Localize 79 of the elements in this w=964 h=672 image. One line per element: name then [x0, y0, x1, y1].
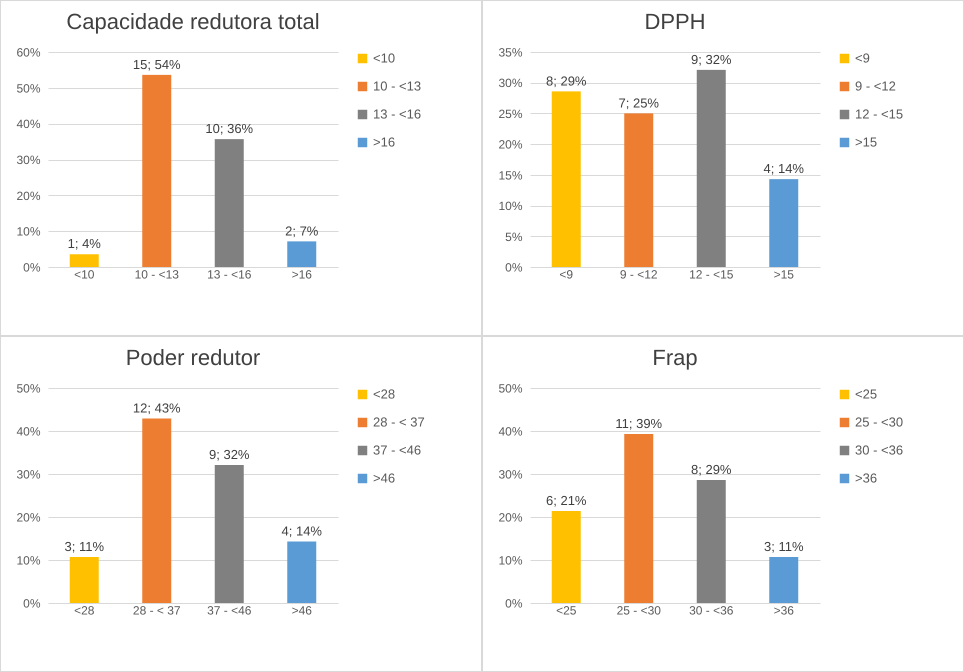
- x-tick-label: >36: [774, 604, 794, 618]
- legend-label: >36: [855, 470, 878, 486]
- legend-label: >16: [373, 134, 396, 150]
- data-label: 12; 43%: [132, 400, 182, 416]
- y-tick-label: 50%: [16, 81, 41, 96]
- x-tick-label: 30 - <36: [689, 604, 734, 618]
- chart-title: Frap: [652, 345, 698, 370]
- y-tick-label: 30%: [16, 153, 41, 167]
- legend-label: <10: [373, 50, 396, 66]
- x-tick-label: >15: [774, 268, 794, 282]
- y-tick-label: 40%: [498, 424, 523, 438]
- y-tick-label: 50%: [16, 382, 41, 396]
- data-label: 15; 54%: [132, 56, 182, 72]
- x-tick-label: 28 - < 37: [132, 604, 181, 618]
- y-tick-label: 30%: [16, 468, 41, 482]
- chart-title: DPPH: [644, 9, 706, 34]
- y-tick-label: 20%: [16, 510, 41, 524]
- x-tick-label: 37 - <46: [207, 604, 252, 618]
- legend-label: 30 - <36: [855, 442, 904, 458]
- data-label: 4; 14%: [282, 524, 322, 539]
- y-tick-label: 20%: [16, 188, 41, 203]
- legend-label: 9 - <12: [855, 78, 896, 94]
- y-tick-label: 40%: [16, 424, 41, 438]
- data-label: 8; 29%: [691, 462, 732, 478]
- legend-label: 13 - <16: [373, 106, 422, 122]
- y-tick-label: 10%: [16, 554, 41, 568]
- data-label: 6; 21%: [546, 492, 587, 508]
- x-tick-label: <28: [74, 604, 95, 618]
- legend-label: >46: [373, 470, 396, 486]
- chart-title: Poder redutor: [126, 345, 260, 370]
- y-tick-label: 0%: [505, 260, 523, 274]
- x-tick-label: 10 - <13: [134, 268, 180, 282]
- data-label: 2; 7%: [285, 223, 319, 238]
- legend-label: <25: [855, 386, 878, 402]
- y-tick-label: 10%: [498, 199, 523, 214]
- x-tick-label: 12 - <15: [689, 268, 734, 282]
- x-tick-label: 9 - <12: [620, 268, 658, 282]
- x-tick-label: <10: [74, 268, 95, 282]
- data-label: 4; 14%: [764, 161, 804, 176]
- legend-label: 10 - <13: [373, 78, 422, 94]
- legend-label: <28: [373, 386, 396, 402]
- y-tick-label: 25%: [498, 106, 523, 121]
- y-tick-label: 60%: [16, 46, 41, 60]
- y-tick-label: 10%: [498, 554, 523, 568]
- legend-label: 37 - <46: [373, 442, 422, 458]
- y-tick-label: 0%: [505, 596, 523, 610]
- chart-title: Capacidade redutora total: [66, 9, 320, 34]
- data-label: 3; 11%: [64, 538, 104, 554]
- y-tick-label: 15%: [498, 168, 523, 182]
- x-tick-label: <25: [556, 604, 577, 618]
- data-label: 3; 11%: [764, 538, 804, 554]
- y-tick-label: 20%: [498, 138, 523, 152]
- legend-label: <9: [855, 50, 870, 66]
- data-label: 7; 25%: [618, 95, 660, 110]
- x-tick-label: <9: [559, 268, 574, 282]
- y-tick-label: 35%: [498, 46, 523, 60]
- y-tick-label: 50%: [498, 382, 523, 396]
- x-tick-label: 25 - <30: [616, 604, 662, 618]
- legend-label: 12 - <15: [855, 106, 904, 122]
- y-tick-label: 30%: [498, 76, 523, 90]
- data-label: 9; 32%: [209, 446, 250, 462]
- y-tick-label: 0%: [23, 596, 41, 610]
- data-label: 1; 4%: [68, 236, 102, 252]
- y-tick-label: 40%: [16, 117, 41, 132]
- y-tick-label: 5%: [505, 230, 523, 244]
- y-tick-label: 30%: [498, 468, 523, 482]
- data-label: 8; 29%: [546, 73, 587, 88]
- x-tick-label: >46: [292, 604, 312, 618]
- y-tick-label: 0%: [23, 260, 41, 274]
- data-label: 11; 39%: [615, 416, 663, 432]
- data-label: 9; 32%: [691, 52, 732, 67]
- legend-label: 28 - < 37: [373, 414, 425, 430]
- legend-label: >15: [855, 134, 878, 150]
- data-label: 10; 36%: [205, 121, 254, 136]
- legend-label: 25 - <30: [855, 414, 904, 430]
- y-tick-label: 20%: [498, 510, 523, 524]
- x-tick-label: 13 - <16: [207, 268, 252, 282]
- y-tick-label: 10%: [16, 224, 41, 239]
- x-tick-label: >16: [292, 268, 312, 282]
